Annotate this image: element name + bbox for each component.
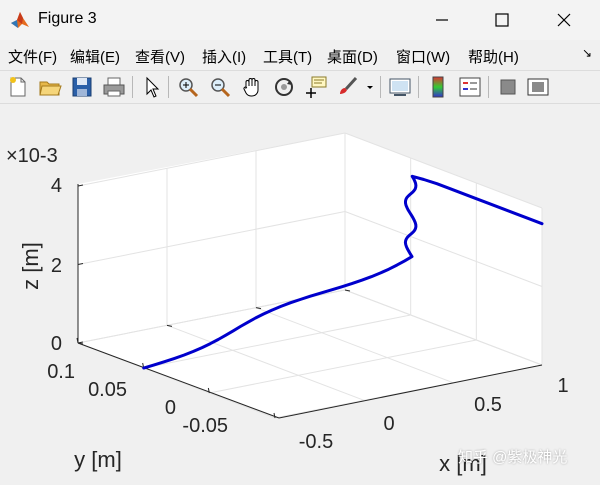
save-icon[interactable] [70, 75, 94, 99]
menu-tools[interactable]: 工具(T) [263, 49, 313, 66]
new-figure-icon[interactable] [6, 75, 30, 99]
x-tick-label: 1 [557, 375, 568, 397]
toolbar-separator [132, 76, 133, 98]
window-title: Figure 3 [38, 10, 97, 27]
grid-line [255, 307, 454, 384]
rotate-3d-icon[interactable] [272, 75, 296, 99]
pointer-icon[interactable] [140, 75, 164, 99]
chevron-down-icon[interactable] [364, 75, 376, 99]
print-icon[interactable] [102, 75, 126, 99]
menu-edit[interactable]: 编辑(E) [70, 49, 120, 66]
zoom-out-icon[interactable] [208, 75, 232, 99]
x-tick-label: -0.5 [299, 431, 333, 453]
close-button[interactable] [542, 0, 588, 40]
menu-view[interactable]: 查看(V) [135, 49, 185, 66]
grid-line [77, 211, 346, 265]
colorbar-icon[interactable] [426, 75, 450, 99]
open-file-icon[interactable] [38, 75, 62, 99]
y-tick [344, 289, 351, 292]
toolbar-separator [380, 76, 381, 98]
watermark: 知乎 @紫极神光 [458, 449, 568, 466]
axis-exponent: ×10-3 [6, 145, 58, 167]
grid-line [344, 132, 543, 209]
plot-3d: ×10-3 4 2 0 0.1 0.05 0 -0.05 -0.5 0 0.5 … [6, 132, 569, 476]
menu-overflow-icon[interactable]: ↘ [582, 46, 593, 60]
menu-file[interactable]: 文件(F) [8, 49, 58, 66]
menu-window[interactable]: 窗口(W) [396, 49, 451, 66]
minimize-button[interactable] [420, 0, 466, 40]
y-tick-label: -0.05 [182, 415, 228, 437]
grid-line [344, 289, 543, 366]
toolbar-separator [168, 76, 169, 98]
z-tick [77, 184, 84, 187]
grid-line [209, 339, 477, 394]
z-tick-label: 0 [51, 333, 62, 355]
menu-desktop[interactable]: 桌面(D) [327, 49, 378, 66]
y-axis-label: y [m] [74, 447, 122, 472]
y-tick [77, 342, 84, 345]
z-tick-label: 2 [51, 255, 62, 277]
x-tick-label: 0 [383, 413, 394, 435]
grid-line [77, 132, 346, 187]
x-tick [207, 387, 210, 394]
z-tick-label: 4 [51, 175, 62, 197]
grid-line [344, 211, 543, 287]
x-tick-label: 0.5 [474, 394, 502, 416]
y-tick [255, 307, 262, 310]
pan-icon[interactable] [240, 75, 264, 99]
y-tick-label: 0.1 [47, 361, 75, 383]
menu-insert[interactable]: 插入(I) [202, 49, 247, 66]
menu-help[interactable]: 帮助(H) [468, 49, 519, 66]
link-plot-icon[interactable] [388, 75, 412, 99]
plot-background [78, 133, 542, 418]
y-tick [166, 324, 173, 327]
data-cursor-icon[interactable] [304, 75, 328, 99]
grid-line [166, 324, 365, 401]
y-tick-label: 0 [165, 397, 176, 419]
maximize-button[interactable] [480, 0, 526, 40]
matlab-icon [10, 10, 30, 30]
y-tick-label: 0.05 [88, 379, 127, 401]
helix-line [142, 174, 544, 370]
zoom-in-icon[interactable] [176, 75, 200, 99]
axes-box [77, 184, 543, 419]
show-plot-tools-icon[interactable] [526, 75, 550, 99]
grid-line [143, 314, 411, 369]
x-tick [76, 337, 79, 344]
figure-canvas: ×10-3 4 2 0 0.1 0.05 0 -0.05 -0.5 0 0.5 … [0, 104, 600, 480]
menu-bar: 文件(F) 编辑(E) 查看(V) 插入(I) 工具(T) 桌面(D) 窗口(W… [0, 40, 600, 70]
toolbar-separator [418, 76, 419, 98]
toolbar [0, 70, 600, 104]
legend-icon[interactable] [458, 75, 482, 99]
x-axis-label: x [m] [439, 451, 487, 476]
title-bar: Figure 3 [0, 0, 600, 40]
toolbar-separator [488, 76, 489, 98]
brush-icon[interactable] [336, 75, 360, 99]
x-tick [273, 412, 276, 419]
z-axis-label: z [m] [18, 242, 43, 290]
hide-plot-tools-icon[interactable] [496, 75, 520, 99]
z-tick [77, 263, 84, 265]
